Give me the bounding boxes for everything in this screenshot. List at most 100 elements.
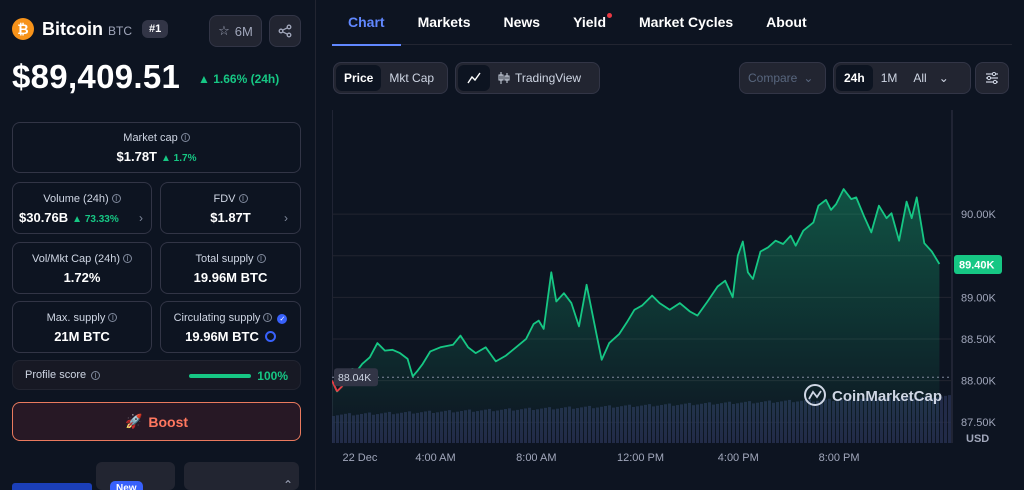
compare-dropdown[interactable]: Compare ⌄ — [739, 62, 826, 94]
star-icon: ☆ — [218, 23, 230, 38]
price-area-fill — [332, 189, 940, 443]
profile-score-label: Profile score — [25, 369, 87, 381]
y-tick-label: 90.00K — [961, 209, 997, 221]
profile-score-row[interactable]: Profile score i 100% — [12, 360, 301, 390]
watchlist-button[interactable]: ☆ 6M — [209, 15, 262, 47]
total-supply-card: Total supply i 19.96M BTC — [160, 242, 301, 294]
max-supply-label: Max. supply — [46, 312, 106, 324]
x-tick-label: 22 Dec — [342, 452, 378, 464]
time-range-selector: 24h 1M All ⌄ — [833, 62, 971, 94]
open-price-label: 88.04K — [338, 372, 371, 384]
tab-about[interactable]: About — [766, 14, 807, 30]
settings-sliders-icon — [986, 72, 998, 84]
x-tick-label: 4:00 PM — [717, 452, 759, 464]
chart-style-toggle: TradingView — [455, 62, 600, 94]
new-dot-indicator — [607, 12, 612, 18]
price-line-below-open — [332, 380, 338, 392]
chevron-right-icon: › — [284, 211, 288, 225]
info-icon[interactable]: i — [123, 253, 133, 263]
volume-delta: ▲ 73.33% — [72, 214, 119, 225]
range-24h[interactable]: 24h — [836, 65, 873, 91]
y-tick-label: 88.00K — [961, 376, 997, 388]
coin-header: ₿ Bitcoin BTC #1 — [12, 18, 169, 40]
x-tick-label: 8:00 PM — [818, 452, 860, 464]
boost-button[interactable]: 🚀 Boost — [12, 402, 301, 441]
vol-mkt-cap-value: 1.72% — [63, 270, 101, 285]
coin-summary-panel: ₿ Bitcoin BTC #1 ☆ 6M $89,409.51 ▲ 1.66%… — [0, 0, 316, 490]
volume-bar — [940, 396, 943, 443]
max-supply-value: 21M BTC — [54, 329, 110, 344]
circulating-supply-label: Circulating supply — [173, 312, 261, 324]
info-icon[interactable]: i — [238, 193, 248, 203]
boost-label: Boost — [148, 413, 189, 430]
chart-type-toggle: Price Mkt Cap — [333, 62, 448, 94]
tab-market-cycles[interactable]: Market Cycles — [639, 14, 734, 30]
info-icon[interactable]: i — [180, 132, 190, 142]
range-all[interactable]: All — [913, 71, 927, 85]
y-tick-label: 88.50K — [961, 334, 997, 346]
x-axis-labels: 22 Dec 4:00 AM 8:00 AM 12:00 PM 4:00 PM 8:00 … — [332, 452, 952, 466]
watermark-text: CoinMarketCap — [832, 388, 942, 405]
tradingview-button[interactable]: TradingView — [490, 65, 589, 91]
tradingview-label: TradingView — [515, 71, 582, 85]
watchlist-count: 6M — [234, 23, 253, 39]
profile-score-bar — [189, 374, 251, 378]
vol-mkt-cap-card: Vol/Mkt Cap (24h) i 1.72% — [12, 242, 152, 294]
verified-check-icon: ✓ — [277, 314, 288, 324]
info-icon[interactable]: i — [111, 193, 121, 203]
y-tick-label: 89.00K — [961, 292, 997, 304]
open-price-tag — [334, 368, 378, 387]
total-supply-value: 19.96M BTC — [193, 270, 268, 285]
candlestick-icon — [498, 72, 510, 84]
tab-news[interactable]: News — [503, 14, 541, 30]
supply-progress-ring-icon — [264, 331, 276, 342]
current-price: $89,409.51 — [12, 58, 181, 95]
volume-bar — [944, 395, 947, 443]
total-supply-label: Total supply — [195, 253, 254, 265]
line-chart-icon — [467, 72, 481, 84]
share-button[interactable] — [269, 15, 301, 47]
rank-badge: #1 — [142, 20, 169, 38]
market-cap-label: Market cap — [123, 132, 178, 144]
tab-yield[interactable]: Yield — [573, 0, 612, 45]
price-toggle[interactable]: Price — [336, 65, 382, 91]
chevron-up-icon[interactable]: ⌃ — [283, 478, 294, 490]
price-line-below-open — [336, 385, 343, 393]
line-chart-button[interactable] — [458, 65, 490, 91]
coinmarketcap-watermark — [804, 384, 826, 406]
market-cap-card[interactable]: Market cap i $1.78T ▲ 1.7% — [12, 122, 301, 173]
price-chart[interactable]: 90.00K 89.00K 88.50K 88.00K 87.50K USD 88.04K 8… — [332, 110, 1008, 443]
info-icon[interactable]: i — [108, 312, 118, 322]
price-line — [332, 188, 941, 393]
bitcoin-logo-icon: ₿ — [12, 18, 34, 40]
y-tick-label: 87.50K — [961, 417, 997, 429]
mktcap-toggle[interactable]: Mkt Cap — [389, 71, 435, 85]
tab-chart[interactable]: Chart — [332, 0, 400, 46]
x-tick-label: 12:00 PM — [616, 452, 665, 464]
promo-thumbnail[interactable] — [12, 483, 92, 490]
price-change-24h: ▲ 1.66% (24h) — [198, 72, 280, 86]
share-icon — [278, 24, 292, 38]
volume-card[interactable]: Volume (24h) i $30.76B ▲ 73.33% › — [12, 182, 152, 234]
current-price-tag — [954, 255, 1002, 275]
circulating-supply-value: 19.96M BTC — [185, 329, 259, 344]
coin-symbol: BTC — [108, 24, 132, 38]
fdv-label: FDV — [213, 193, 236, 205]
info-icon[interactable]: i — [256, 253, 266, 263]
y-unit-label: USD — [966, 433, 989, 443]
coin-name: Bitcoin — [42, 18, 103, 39]
new-badge: New — [110, 481, 143, 490]
info-icon[interactable]: i — [91, 370, 101, 380]
chevron-down-icon: ⌄ — [803, 71, 814, 85]
chart-settings-button[interactable] — [975, 62, 1009, 94]
fdv-card[interactable]: FDV i $1.87T › — [160, 182, 301, 234]
x-tick-label: 4:00 AM — [415, 452, 456, 464]
range-more-chevron-icon[interactable]: ⌄ — [938, 71, 949, 85]
info-icon[interactable]: i — [263, 312, 273, 322]
market-cap-value: $1.78T — [116, 149, 157, 164]
range-1m[interactable]: 1M — [880, 71, 898, 85]
bottom-chip[interactable] — [184, 462, 299, 490]
tab-markets[interactable]: Markets — [417, 14, 471, 30]
profile-score-value: 100% — [257, 369, 288, 383]
circulating-supply-card: Circulating supply i ✓ 19.96M BTC — [160, 301, 301, 353]
